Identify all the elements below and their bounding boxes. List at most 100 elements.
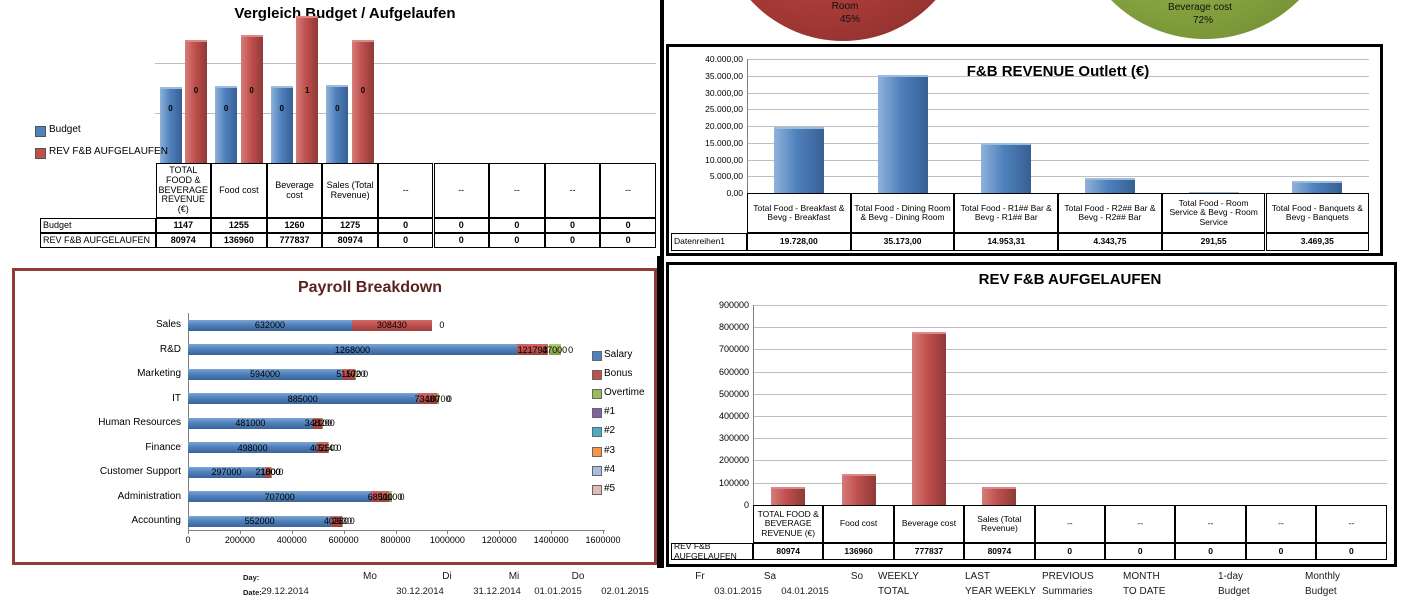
x-tick-label: 600000	[328, 535, 359, 545]
table-header-cell: Total Food - R2## Bar & Bevg - R2## Bar	[1058, 193, 1162, 233]
y-tick-label: 5.000,00	[709, 171, 743, 182]
date-cell[interactable]: 03.01.2015	[714, 586, 762, 597]
summary-cell-line1[interactable]: PREVIOUS	[1042, 571, 1094, 582]
summary-cell-line1[interactable]: MONTH	[1123, 571, 1160, 582]
day-cell[interactable]: Do	[571, 571, 585, 582]
bar-bonus	[371, 491, 390, 502]
date-cell[interactable]: 02.01.2015	[601, 586, 649, 597]
bar-overtime	[389, 491, 392, 502]
grid-line	[753, 416, 1387, 417]
summary-cell-line2[interactable]: Summaries	[1042, 586, 1093, 597]
category-label: Customer Support	[99, 466, 181, 477]
legend-label: #5	[604, 482, 616, 494]
table-cell: 0	[600, 233, 656, 248]
legend-swatch	[592, 370, 602, 381]
data-label-salary: 1268000	[334, 344, 370, 355]
table-cell: 136960	[823, 543, 894, 560]
date-cell[interactable]: 04.01.2015	[781, 586, 829, 597]
table-header-cell: --	[1316, 505, 1387, 543]
legend-label: Budget	[49, 124, 81, 135]
x-tick-label: 800000	[380, 535, 411, 545]
category-label: Sales	[155, 319, 181, 330]
table-header-cell: Total Food - Breakfast & Bevg - Breakfas…	[747, 193, 851, 233]
table-header-cell: --	[544, 163, 601, 218]
table-header-cell: Total Food - Room Service & Bevg - Room …	[1161, 193, 1266, 233]
bar-rev	[296, 15, 319, 163]
date-cell[interactable]: 30.12.2014	[396, 586, 444, 597]
bar-budget	[326, 85, 349, 163]
bar	[982, 486, 1017, 505]
rev-chart-title: REV F&B AUFGELAUFEN	[978, 271, 1162, 288]
data-label-salary: 552000	[244, 516, 275, 526]
bar-value-label: 0	[249, 86, 254, 95]
grid-line	[155, 63, 656, 64]
legend-label: REV F&B AUFGELAUFEN	[49, 146, 168, 157]
table-cell: 1275	[322, 218, 378, 233]
table-header-cell: Sales (Total Revenue)	[964, 505, 1035, 543]
data-label-zero: 0	[336, 442, 342, 453]
data-label-bonus: 34820	[304, 418, 330, 428]
day-cell[interactable]: Di	[442, 571, 452, 582]
summary-cell-line2[interactable]: TOTAL	[878, 586, 910, 597]
summary-cell-line1[interactable]: 1-day	[1218, 571, 1244, 582]
grid-line	[747, 176, 1369, 178]
rev-chart-panel[interactable]: REV F&B AUFGELAUFEN 900000 800000 700000 60…	[666, 262, 1397, 567]
payroll-chart-panel[interactable]: Payroll Breakdown 0 200000 400000 600000 800…	[12, 268, 657, 565]
legend-label: Salary	[604, 349, 633, 360]
table-row-label: REV F&B AUFGELAUFEN	[671, 543, 753, 560]
summary-cell-line1[interactable]: Monthly	[1305, 571, 1341, 582]
day-cell[interactable]: So	[850, 571, 864, 582]
date-cell[interactable]: 01.01.2015	[534, 586, 582, 597]
bar	[877, 75, 928, 193]
x-tick-label: 1000000	[429, 535, 465, 545]
bar-overtime	[327, 442, 329, 453]
table-cell: 0	[377, 233, 434, 248]
category-label: R&D	[159, 343, 181, 355]
day-cell[interactable]: Mo	[363, 571, 377, 582]
summary-cell-line2[interactable]: Budget	[1305, 586, 1337, 597]
x-axis-tick	[395, 530, 397, 534]
summary-cell-line1[interactable]: LAST	[965, 571, 991, 582]
data-label-bonus: 40280	[323, 516, 349, 526]
summary-cell-line1[interactable]: WEEKLY	[878, 571, 919, 582]
y-tick-label: 900000	[718, 300, 749, 310]
data-label-bonus: 51570	[336, 369, 362, 379]
table-cell: 777837	[893, 543, 965, 560]
category-label: Accounting	[131, 515, 181, 526]
table-cell: 136960	[211, 233, 267, 248]
category-label: Administration	[117, 490, 181, 502]
day-cell[interactable]: Mi	[508, 571, 520, 582]
bar	[771, 486, 806, 505]
bar-rev	[185, 40, 207, 163]
table-cell: 0	[433, 218, 490, 233]
date-row-label: Date:	[243, 588, 262, 597]
grid-line	[747, 59, 1369, 60]
x-axis-tick	[239, 530, 241, 534]
y-tick-label: 0,00	[726, 188, 743, 198]
table-cell: 80974	[155, 233, 212, 248]
summary-cell-line2[interactable]: YEAR WEEKLY	[965, 586, 1036, 597]
bar-overtime	[355, 368, 357, 380]
bar-bonus	[417, 393, 437, 404]
day-cell[interactable]: Fr	[695, 571, 705, 582]
y-tick-label: 35.000,00	[705, 70, 743, 81]
bar-rev	[240, 34, 263, 163]
table-cell: 0	[1316, 543, 1387, 560]
day-cell[interactable]: Sa	[763, 571, 777, 582]
bar-bonus	[351, 319, 432, 331]
pie-right-label: Beverage cost	[1168, 2, 1232, 13]
legend-swatch	[592, 389, 602, 400]
date-cell[interactable]: 31.12.2014	[473, 586, 521, 597]
legend-label: #2	[604, 425, 616, 437]
outlett-chart-panel[interactable]: 40.000,00 35.000,00 30.000,00 25.000,00 20.0…	[666, 44, 1383, 256]
category-label: Marketing	[137, 368, 181, 379]
summary-cell-line2[interactable]: TO DATE	[1123, 586, 1166, 597]
table-header-cell: --	[1105, 505, 1176, 543]
table-header-cell: --	[489, 163, 545, 218]
x-axis-tick	[447, 530, 449, 534]
legend-label: #1	[604, 406, 616, 418]
summary-cell-line2[interactable]: Budget	[1218, 586, 1250, 597]
date-cell[interactable]: 29.12.2014	[261, 586, 309, 597]
bar	[841, 474, 876, 505]
